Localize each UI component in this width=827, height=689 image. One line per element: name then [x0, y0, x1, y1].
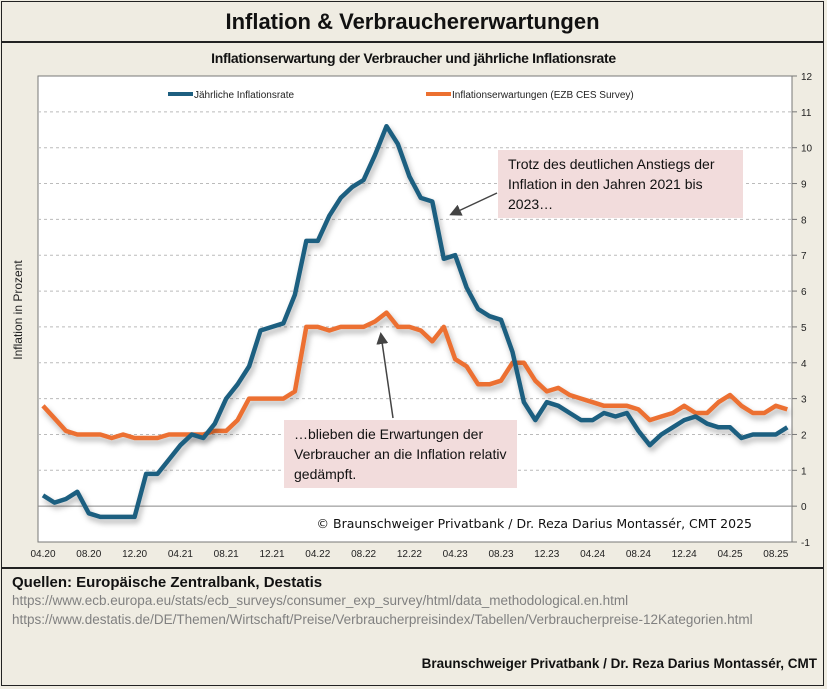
y-tick-label: 12 — [801, 72, 813, 83]
y-tick-label: 3 — [801, 395, 807, 406]
credit-text: Braunschweiger Privatbank / Dr. Reza Dar… — [421, 656, 817, 671]
annotation-box-2: …blieben die Erwartungen der Verbraucher… — [284, 420, 517, 488]
source-url-ecb[interactable]: https://www.ecb.europa.eu/stats/ecb_surv… — [12, 593, 629, 608]
source-url-destatis[interactable]: https://www.destatis.de/DE/Themen/Wirtsc… — [12, 612, 753, 627]
x-tick-label: 04.22 — [305, 549, 330, 560]
chart-panel — [1, 42, 824, 569]
x-tick-label: 12.23 — [534, 549, 559, 560]
sources-heading: Quellen: Europäische Zentralbank, Destat… — [12, 574, 323, 591]
y-tick-label: 0 — [801, 502, 807, 513]
y-tick-label: 5 — [801, 323, 807, 334]
y-axis-label: Inflation in Prozent — [11, 260, 25, 360]
y-tick-label: 4 — [801, 359, 807, 370]
footer: Quellen: Europäische Zentralbank, Destat… — [12, 574, 817, 629]
x-tick-label: 08.23 — [488, 549, 513, 560]
x-tick-label: 04.20 — [30, 549, 55, 560]
copyright-text: © Braunschweiger Privatbank / Dr. Reza D… — [317, 516, 752, 531]
legend: Jährliche Inflationsrate Inflationserwar… — [168, 90, 634, 101]
y-tick-label: 7 — [801, 251, 807, 262]
series-line-inflation — [41, 123, 789, 520]
x-tick-label: 08.22 — [351, 549, 376, 560]
x-tick-label: 08.20 — [76, 549, 101, 560]
y-tick-label: 11 — [801, 108, 812, 119]
series-line-expectations — [41, 310, 788, 441]
x-tick-label: 04.23 — [443, 549, 468, 560]
x-tick-label: 04.21 — [168, 549, 193, 560]
y-tick-label: 9 — [801, 180, 807, 191]
x-tick-label: 04.25 — [717, 549, 742, 560]
x-tick-label: 12.24 — [672, 549, 697, 560]
x-tick-label: 12.22 — [397, 549, 422, 560]
annotation-arrow-2 — [376, 332, 394, 419]
y-tick-label: 1 — [801, 466, 807, 477]
annotation-arrow-1 — [449, 192, 498, 216]
x-tick-label: 08.24 — [626, 549, 651, 560]
legend-label-expectations: Inflationserwartungen (EZB CES Survey) — [452, 90, 634, 101]
y-tick-label: 10 — [801, 144, 813, 155]
legend-label-inflation: Jährliche Inflationsrate — [194, 90, 294, 101]
y-tick-label: -1 — [801, 538, 810, 549]
y-tick-label: 8 — [801, 215, 807, 226]
x-tick-label: 04.24 — [580, 549, 605, 560]
chart-title: Inflationserwartung der Verbraucher und … — [211, 50, 616, 66]
y-tick-label: 6 — [801, 287, 807, 298]
x-tick-label: 08.25 — [763, 549, 788, 560]
annotation-box-1: Trotz des deutlichen Anstiegs der Inflat… — [498, 150, 743, 218]
x-tick-label: 08.21 — [214, 549, 239, 560]
x-tick-label: 12.21 — [259, 549, 284, 560]
y-tick-label: 2 — [801, 430, 807, 441]
x-tick-label: 12.20 — [122, 549, 147, 560]
page-title: Inflation & Verbrauchererwartungen — [1, 1, 824, 43]
